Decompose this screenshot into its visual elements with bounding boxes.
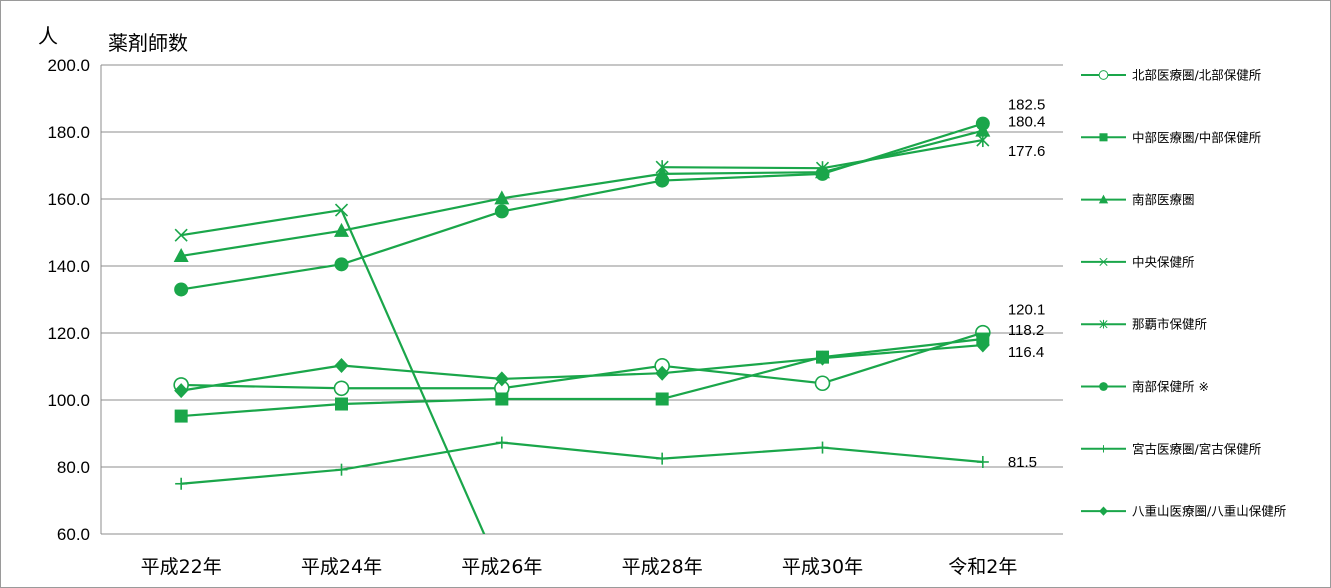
data-point bbox=[174, 409, 188, 423]
legend-marker bbox=[1099, 382, 1108, 391]
data-point bbox=[335, 397, 348, 411]
data-point bbox=[174, 282, 189, 297]
y-tick-label: 60.0 bbox=[57, 525, 90, 544]
data-point bbox=[495, 436, 508, 449]
legend-item: 那覇市保健所 bbox=[1081, 317, 1207, 332]
legend-item: 北部医療圏/北部保健所 bbox=[1081, 68, 1261, 83]
data-point bbox=[494, 190, 510, 205]
data-point bbox=[175, 477, 188, 490]
legend: 北部医療圏/北部保健所中部医療圏/中部保健所南部医療圏中央保健所那覇市保健所南部… bbox=[1081, 68, 1286, 519]
data-point bbox=[494, 204, 509, 219]
gridlines bbox=[100, 64, 1063, 535]
series-line bbox=[180, 129, 984, 258]
legend-label: 北部医療圏/北部保健所 bbox=[1132, 68, 1261, 83]
legend-item: 八重山医療圏/八重山保健所 bbox=[1081, 504, 1286, 519]
legend-label: 那覇市保健所 bbox=[1132, 317, 1207, 332]
series-markers bbox=[173, 116, 991, 490]
chart-title: 薬剤師数 bbox=[108, 31, 188, 55]
legend-marker bbox=[1099, 506, 1108, 516]
legend-label: 南部保健所 ※ bbox=[1132, 379, 1209, 394]
legend-label: 中央保健所 bbox=[1132, 254, 1195, 269]
y-tick-label: 100.0 bbox=[47, 391, 90, 410]
data-point bbox=[494, 371, 509, 387]
y-tick-label: 140.0 bbox=[47, 257, 90, 276]
x-tick-label: 令和2年 bbox=[948, 556, 1017, 578]
legend-label: 宮古医療圏/宮古保健所 bbox=[1132, 441, 1261, 456]
series-line bbox=[180, 122, 984, 291]
series-line bbox=[181, 331, 984, 390]
legend-item: 中部医療圏/中部保健所 bbox=[1081, 130, 1261, 145]
series-line bbox=[181, 337, 983, 418]
data-point bbox=[333, 380, 350, 397]
data-label: 177.6 bbox=[1008, 143, 1046, 160]
legend-marker bbox=[1099, 445, 1108, 453]
x-tick-label: 平成26年 bbox=[461, 556, 542, 578]
x-tick-label: 平成28年 bbox=[622, 556, 703, 578]
data-point bbox=[334, 222, 349, 237]
data-point bbox=[173, 247, 189, 262]
data-point bbox=[975, 337, 990, 353]
data-point bbox=[495, 392, 509, 406]
series-line bbox=[181, 441, 983, 485]
legend-label: 南部医療圏 bbox=[1132, 192, 1195, 207]
data-point bbox=[816, 441, 829, 454]
data-point bbox=[655, 392, 669, 406]
data-point bbox=[976, 455, 989, 468]
data-point bbox=[655, 160, 669, 175]
legend-marker bbox=[1098, 70, 1109, 80]
data-point bbox=[656, 452, 669, 465]
series-lines bbox=[180, 122, 984, 534]
data-label: 180.4 bbox=[1008, 114, 1046, 131]
data-point bbox=[815, 350, 830, 366]
data-label: 118.2 bbox=[1008, 322, 1044, 339]
legend-item: 南部医療圏 bbox=[1081, 192, 1195, 207]
series-line bbox=[180, 343, 983, 392]
data-point bbox=[334, 203, 349, 217]
data-point bbox=[814, 375, 831, 392]
legend-item: 中央保健所 bbox=[1081, 254, 1195, 269]
data-point bbox=[655, 365, 670, 381]
y-tick-label: 120.0 bbox=[47, 324, 90, 343]
data-label: 81.5 bbox=[1008, 454, 1037, 471]
legend-marker bbox=[1099, 133, 1108, 142]
x-tick-label: 平成22年 bbox=[141, 556, 222, 578]
data-label: 116.4 bbox=[1008, 344, 1044, 361]
y-tick-label: 180.0 bbox=[47, 123, 90, 142]
legend-item: 宮古医療圏/宮古保健所 bbox=[1081, 441, 1261, 456]
x-tick-label: 平成30年 bbox=[782, 556, 863, 578]
y-axis-unit-label: 人 bbox=[38, 24, 58, 48]
data-label: 120.1 bbox=[1008, 302, 1046, 319]
data-point bbox=[815, 166, 830, 181]
legend-label: 中部医療圏/中部保健所 bbox=[1132, 130, 1261, 145]
x-axis-tick-labels: 平成22年 平成24年 平成26年 平成28年 平成30年 令和2年 bbox=[141, 556, 1018, 578]
data-point bbox=[174, 228, 188, 242]
x-tick-label: 平成24年 bbox=[301, 556, 382, 578]
legend-item: 南部保健所 ※ bbox=[1081, 379, 1209, 394]
data-point bbox=[335, 463, 348, 476]
y-tick-label: 80.0 bbox=[57, 458, 90, 477]
data-point bbox=[334, 357, 349, 373]
data-point bbox=[334, 257, 349, 272]
legend-label: 八重山医療圏/八重山保健所 bbox=[1132, 504, 1286, 519]
legend-marker bbox=[1099, 257, 1108, 266]
data-label: 182.5 bbox=[1008, 97, 1046, 114]
legend-marker bbox=[1099, 319, 1108, 329]
y-tick-label: 200.0 bbox=[47, 56, 90, 75]
data-point bbox=[174, 383, 189, 399]
y-tick-label: 160.0 bbox=[47, 190, 90, 209]
y-axis-tick-labels: 60.0 80.0 100.0 120.0 140.0 160.0 180.0 200.0 bbox=[47, 56, 90, 544]
legend-marker bbox=[1098, 194, 1109, 204]
data-point bbox=[976, 133, 990, 148]
data-point bbox=[655, 173, 670, 188]
data-point bbox=[975, 116, 990, 131]
